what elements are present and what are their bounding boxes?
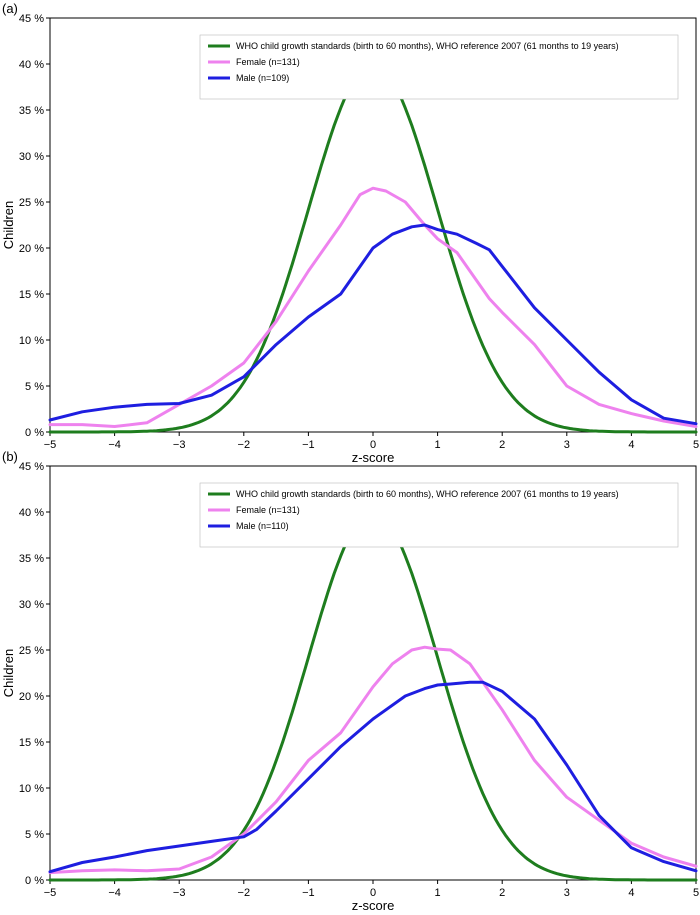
- x-tick-label: −5: [44, 439, 57, 451]
- x-tick-label: −1: [302, 439, 315, 451]
- y-tick-label: 5 %: [25, 381, 44, 393]
- x-tick-label: 2: [499, 887, 505, 899]
- x-tick-label: −2: [238, 439, 251, 451]
- panel-label: (a): [2, 1, 18, 16]
- y-tick-label: 45 %: [19, 13, 44, 25]
- legend-entry: Female (n=131): [236, 57, 300, 67]
- panel-b: (b) 0 % 5 % 10 % 15 % 20 % 25 % 30 % 35 % 40 % 45 …: [1, 449, 699, 913]
- x-tick-label: −3: [173, 887, 186, 899]
- y-tick-label: 45 %: [19, 461, 44, 473]
- who-reference-line: [48, 511, 698, 882]
- x-tick-label: 3: [564, 439, 570, 451]
- x-axis-title: z-score: [352, 898, 395, 913]
- panel-label: (b): [2, 449, 18, 464]
- x-tick-label: −4: [108, 439, 121, 451]
- legend-entry: WHO child growth standards (birth to 60 …: [236, 41, 619, 51]
- male-line: [48, 223, 698, 426]
- y-tick-label: 40 %: [19, 59, 44, 71]
- y-axis-title: Children: [1, 649, 16, 697]
- legend: WHO child growth standards (birth to 60 …: [199, 482, 679, 548]
- y-tick-label: 30 %: [19, 599, 44, 611]
- x-tick-label: 5: [693, 887, 699, 899]
- x-tick-label: −5: [44, 887, 57, 899]
- x-tick-label: 1: [435, 439, 441, 451]
- y-tick-label: 20 %: [19, 243, 44, 255]
- y-tick-label: 20 %: [19, 691, 44, 703]
- x-tick-label: 5: [693, 439, 699, 451]
- x-tick-label: −1: [302, 887, 315, 899]
- y-tick-label: 15 %: [19, 737, 44, 749]
- x-axis-title: z-score: [352, 450, 395, 465]
- y-tick-label: 0 %: [25, 427, 44, 439]
- x-tick-label: −3: [173, 439, 186, 451]
- legend: WHO child growth standards (birth to 60 …: [199, 34, 679, 100]
- x-tick-label: 3: [564, 887, 570, 899]
- x-tick-label: −2: [238, 887, 251, 899]
- legend-entry: Male (n=109): [236, 73, 289, 83]
- x-tick-label: 4: [628, 887, 634, 899]
- y-tick-label: 5 %: [25, 829, 44, 841]
- x-tick-label: 1: [435, 887, 441, 899]
- male-line: [48, 680, 698, 874]
- x-tick-label: −4: [108, 887, 121, 899]
- series-lines: [48, 511, 698, 882]
- y-tick-label: 15 %: [19, 289, 44, 301]
- y-tick-label: 10 %: [19, 783, 44, 795]
- x-tick-label: 0: [370, 887, 376, 899]
- y-tick-label: 40 %: [19, 507, 44, 519]
- x-tick-label: 4: [628, 439, 634, 451]
- female-line: [48, 645, 698, 875]
- female-line: [48, 186, 698, 428]
- legend-entry: Male (n=110): [236, 521, 289, 531]
- y-tick-label: 25 %: [19, 645, 44, 657]
- y-tick-label: 0 %: [25, 875, 44, 887]
- x-tick-label: 2: [499, 439, 505, 451]
- y-tick-label: 10 %: [19, 335, 44, 347]
- y-axis-title: Children: [1, 201, 16, 249]
- panel-a: (a) 0 % 5 % 10 % 15 % 20 % 25 % 30 % 35 % 40 % 45 …: [1, 1, 699, 465]
- legend-box: [199, 34, 679, 100]
- y-tick-label: 25 %: [19, 197, 44, 209]
- legend-box: [199, 482, 679, 548]
- y-tick-label: 35 %: [19, 553, 44, 565]
- y-tick-label: 30 %: [19, 151, 44, 163]
- legend-entry: Female (n=131): [236, 505, 300, 515]
- y-tick-label: 35 %: [19, 105, 44, 117]
- x-tick-label: 0: [370, 439, 376, 451]
- series-lines: [48, 63, 698, 434]
- legend-entry: WHO child growth standards (birth to 60 …: [236, 489, 619, 499]
